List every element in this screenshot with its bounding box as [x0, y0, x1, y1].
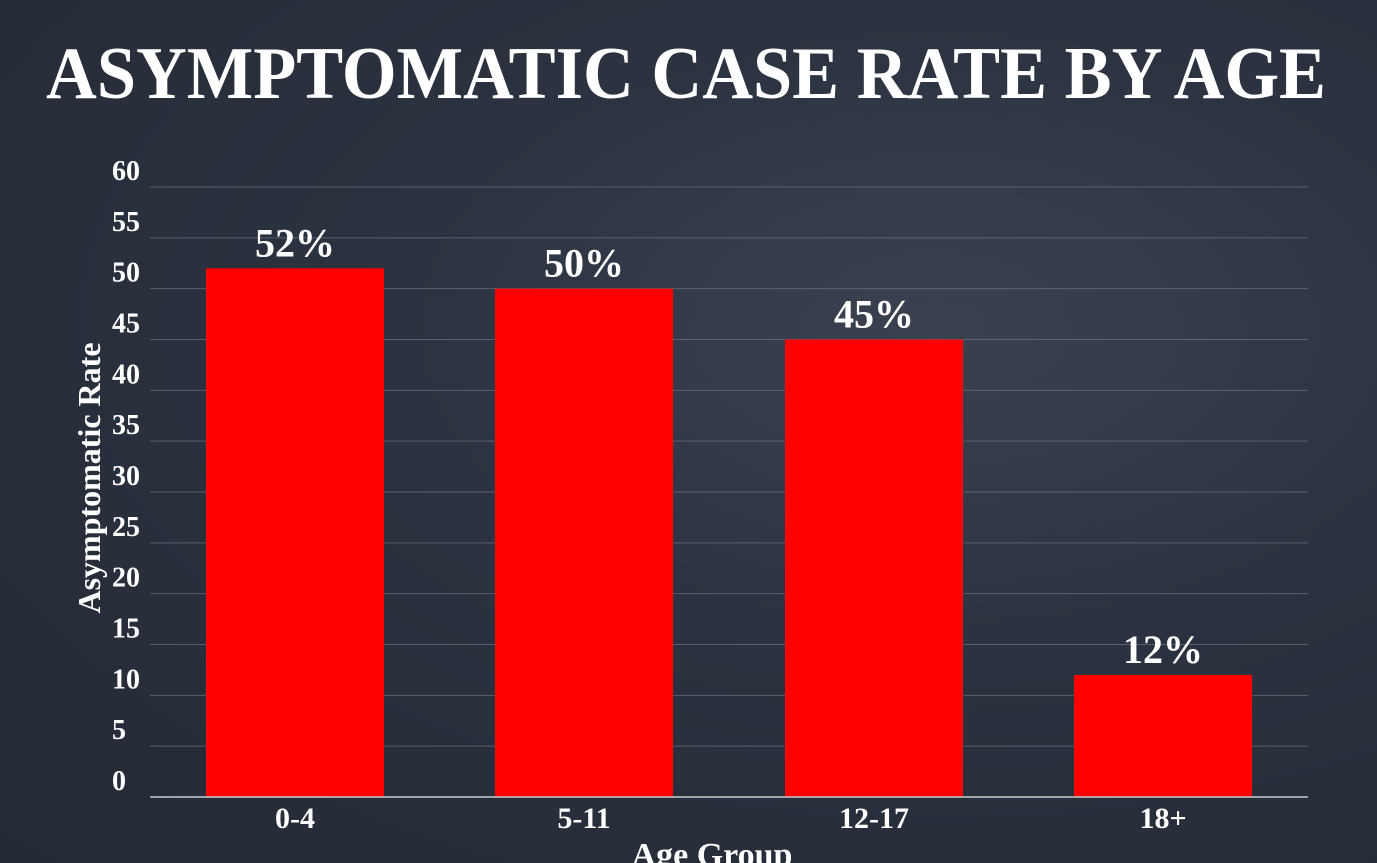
- value-labels: 52% 50% 45% 12%: [255, 220, 1203, 672]
- bar-5-11: [495, 288, 673, 797]
- y-tick-label: 50: [112, 258, 140, 289]
- bar-12-17: [785, 339, 963, 797]
- y-axis-ticks: 0 5 10 15 20 25 30 35 40 45 50 55 60: [112, 156, 140, 797]
- x-axis-ticks: 0-4 5-11 12-17 18+: [275, 802, 1187, 835]
- value-label: 45%: [834, 292, 914, 337]
- bar-0-4: [206, 268, 384, 797]
- y-tick-label: 60: [112, 156, 140, 187]
- y-axis-label: Asymptomatic Rate: [71, 342, 107, 613]
- x-tick-label: 5-11: [557, 802, 610, 835]
- y-tick-label: 45: [112, 309, 140, 340]
- x-tick-label: 12-17: [839, 802, 909, 835]
- y-tick-label: 0: [112, 766, 126, 797]
- bar-18+: [1074, 675, 1252, 797]
- value-label: 52%: [255, 220, 335, 265]
- y-tick-label: 25: [112, 512, 140, 543]
- y-tick-label: 55: [112, 207, 140, 238]
- y-tick-label: 20: [112, 563, 140, 594]
- y-tick-label: 35: [112, 410, 140, 441]
- value-label: 50%: [544, 241, 624, 286]
- y-tick-label: 40: [112, 359, 140, 390]
- y-tick-label: 15: [112, 614, 140, 645]
- y-tick-label: 5: [112, 715, 126, 746]
- x-tick-label: 0-4: [275, 802, 315, 835]
- x-tick-label: 18+: [1139, 802, 1186, 835]
- bars: [206, 268, 1252, 797]
- chart-title: ASYMPTOMATIC CASE RATE BY AGE: [46, 33, 1326, 115]
- y-tick-label: 30: [112, 461, 140, 492]
- x-axis-label: Age Group: [632, 837, 793, 863]
- y-tick-label: 10: [112, 664, 140, 695]
- value-label: 12%: [1123, 627, 1203, 672]
